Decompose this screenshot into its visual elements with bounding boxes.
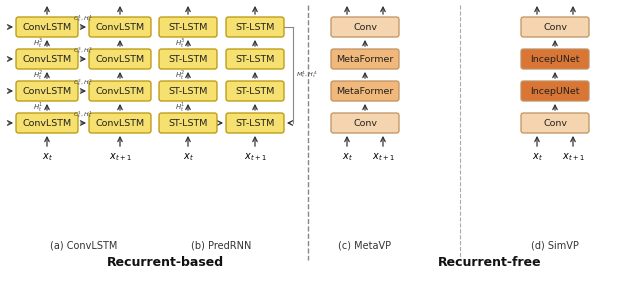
FancyBboxPatch shape <box>16 81 78 101</box>
FancyBboxPatch shape <box>16 17 78 37</box>
Text: $C_t^3,H_t^3$: $C_t^3,H_t^3$ <box>74 45 93 56</box>
Text: $x_{t+1}$: $x_{t+1}$ <box>109 151 131 163</box>
FancyBboxPatch shape <box>521 113 589 133</box>
FancyBboxPatch shape <box>331 49 399 69</box>
Text: ST-LSTM: ST-LSTM <box>236 119 275 128</box>
Text: $\hat{x}_{t+1}$: $\hat{x}_{t+1}$ <box>562 0 584 2</box>
Text: (b) PredRNN: (b) PredRNN <box>191 240 252 250</box>
Text: $H_t^2$: $H_t^2$ <box>33 68 43 82</box>
FancyBboxPatch shape <box>226 49 284 69</box>
FancyBboxPatch shape <box>89 113 151 133</box>
Text: ConvLSTM: ConvLSTM <box>95 55 145 64</box>
FancyBboxPatch shape <box>16 49 78 69</box>
FancyBboxPatch shape <box>226 81 284 101</box>
Text: $x_t$: $x_t$ <box>42 151 52 163</box>
FancyBboxPatch shape <box>89 81 151 101</box>
Text: (c) MetaVP: (c) MetaVP <box>339 240 392 250</box>
FancyBboxPatch shape <box>226 113 284 133</box>
Text: $C_t^4,H_t^4$: $C_t^4,H_t^4$ <box>73 13 93 24</box>
Text: $x_{t+1}$: $x_{t+1}$ <box>372 151 394 163</box>
FancyBboxPatch shape <box>159 17 217 37</box>
Text: $H_t^3$: $H_t^3$ <box>175 36 185 50</box>
Text: $H_t^2$: $H_t^2$ <box>175 68 185 82</box>
FancyBboxPatch shape <box>331 113 399 133</box>
Text: Recurrent-free: Recurrent-free <box>438 255 542 269</box>
Text: $\hat{x}_t$: $\hat{x}_t$ <box>182 0 193 2</box>
Text: $H_t^1$: $H_t^1$ <box>175 100 185 114</box>
FancyBboxPatch shape <box>331 81 399 101</box>
Text: $x_{t+1}$: $x_{t+1}$ <box>562 151 584 163</box>
Text: ConvLSTM: ConvLSTM <box>22 87 72 96</box>
Text: ConvLSTM: ConvLSTM <box>22 119 72 128</box>
FancyBboxPatch shape <box>521 49 589 69</box>
Text: $C_t^2,H_t^2$: $C_t^2,H_t^2$ <box>74 77 93 88</box>
Text: $x_t$: $x_t$ <box>532 151 543 163</box>
Text: $C_t^1,H_t^1$: $C_t^1,H_t^1$ <box>74 109 93 120</box>
Text: $\hat{x}_{t+1}$: $\hat{x}_{t+1}$ <box>109 0 131 2</box>
Text: Conv: Conv <box>353 22 377 31</box>
FancyBboxPatch shape <box>159 113 217 133</box>
Text: IncepUNet: IncepUNet <box>531 87 580 96</box>
Text: ST-LSTM: ST-LSTM <box>236 55 275 64</box>
FancyBboxPatch shape <box>89 17 151 37</box>
Text: $M_t^4,H_t^4$: $M_t^4,H_t^4$ <box>296 70 317 80</box>
Text: Recurrent-based: Recurrent-based <box>106 255 223 269</box>
Text: ST-LSTM: ST-LSTM <box>236 87 275 96</box>
Text: ST-LSTM: ST-LSTM <box>168 119 208 128</box>
FancyBboxPatch shape <box>521 81 589 101</box>
Text: $\hat{x}_t$: $\hat{x}_t$ <box>42 0 52 2</box>
Text: ST-LSTM: ST-LSTM <box>168 55 208 64</box>
Text: MetaFormer: MetaFormer <box>336 87 394 96</box>
Text: ConvLSTM: ConvLSTM <box>95 22 145 31</box>
Text: IncepUNet: IncepUNet <box>531 55 580 64</box>
Text: ST-LSTM: ST-LSTM <box>168 87 208 96</box>
Text: $x_t$: $x_t$ <box>182 151 193 163</box>
Text: ConvLSTM: ConvLSTM <box>22 55 72 64</box>
Text: $\hat{x}_{t+1}$: $\hat{x}_{t+1}$ <box>244 0 266 2</box>
Text: ConvLSTM: ConvLSTM <box>95 119 145 128</box>
FancyBboxPatch shape <box>16 113 78 133</box>
Text: $H_t^3$: $H_t^3$ <box>33 36 44 50</box>
Text: $\hat{x}_t$: $\hat{x}_t$ <box>531 0 543 2</box>
Text: ST-LSTM: ST-LSTM <box>168 22 208 31</box>
Text: Conv: Conv <box>353 119 377 128</box>
FancyBboxPatch shape <box>89 49 151 69</box>
FancyBboxPatch shape <box>226 17 284 37</box>
Text: ConvLSTM: ConvLSTM <box>22 22 72 31</box>
Text: ConvLSTM: ConvLSTM <box>95 87 145 96</box>
Text: Conv: Conv <box>543 119 567 128</box>
Text: (a) ConvLSTM: (a) ConvLSTM <box>50 240 117 250</box>
FancyBboxPatch shape <box>521 17 589 37</box>
FancyBboxPatch shape <box>159 49 217 69</box>
FancyBboxPatch shape <box>331 17 399 37</box>
Text: (d) SimVP: (d) SimVP <box>531 240 579 250</box>
Text: $\hat{x}_{t+1}$: $\hat{x}_{t+1}$ <box>372 0 394 2</box>
Text: $H_t^1$: $H_t^1$ <box>33 100 43 114</box>
Text: ST-LSTM: ST-LSTM <box>236 22 275 31</box>
Text: $x_{t+1}$: $x_{t+1}$ <box>244 151 266 163</box>
Text: $x_t$: $x_t$ <box>342 151 353 163</box>
Text: Conv: Conv <box>543 22 567 31</box>
Text: MetaFormer: MetaFormer <box>336 55 394 64</box>
Text: $\hat{x}_t$: $\hat{x}_t$ <box>342 0 353 2</box>
FancyBboxPatch shape <box>159 81 217 101</box>
